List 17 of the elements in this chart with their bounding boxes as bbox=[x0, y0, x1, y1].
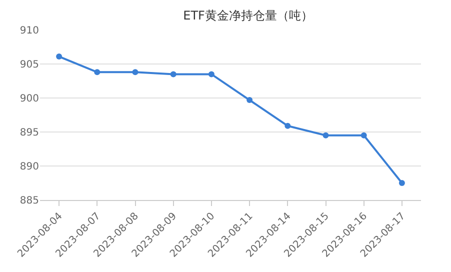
y-tick-label: 900 bbox=[20, 94, 39, 104]
point bbox=[322, 132, 329, 138]
point bbox=[170, 71, 176, 78]
y-tick-label: 885 bbox=[20, 196, 39, 206]
point bbox=[56, 54, 62, 60]
point bbox=[398, 180, 405, 186]
point bbox=[246, 97, 253, 104]
y-tick-label: 905 bbox=[20, 60, 39, 70]
point bbox=[360, 132, 367, 138]
y-tick-label: 895 bbox=[20, 128, 39, 138]
point bbox=[208, 71, 214, 78]
point bbox=[94, 69, 100, 76]
chart-title: ETF黄金净持仓量（吨） bbox=[183, 8, 313, 22]
y-tick-label: 890 bbox=[20, 162, 39, 172]
y-tick-label: 910 bbox=[20, 26, 39, 36]
point bbox=[284, 122, 291, 129]
point bbox=[132, 69, 138, 76]
